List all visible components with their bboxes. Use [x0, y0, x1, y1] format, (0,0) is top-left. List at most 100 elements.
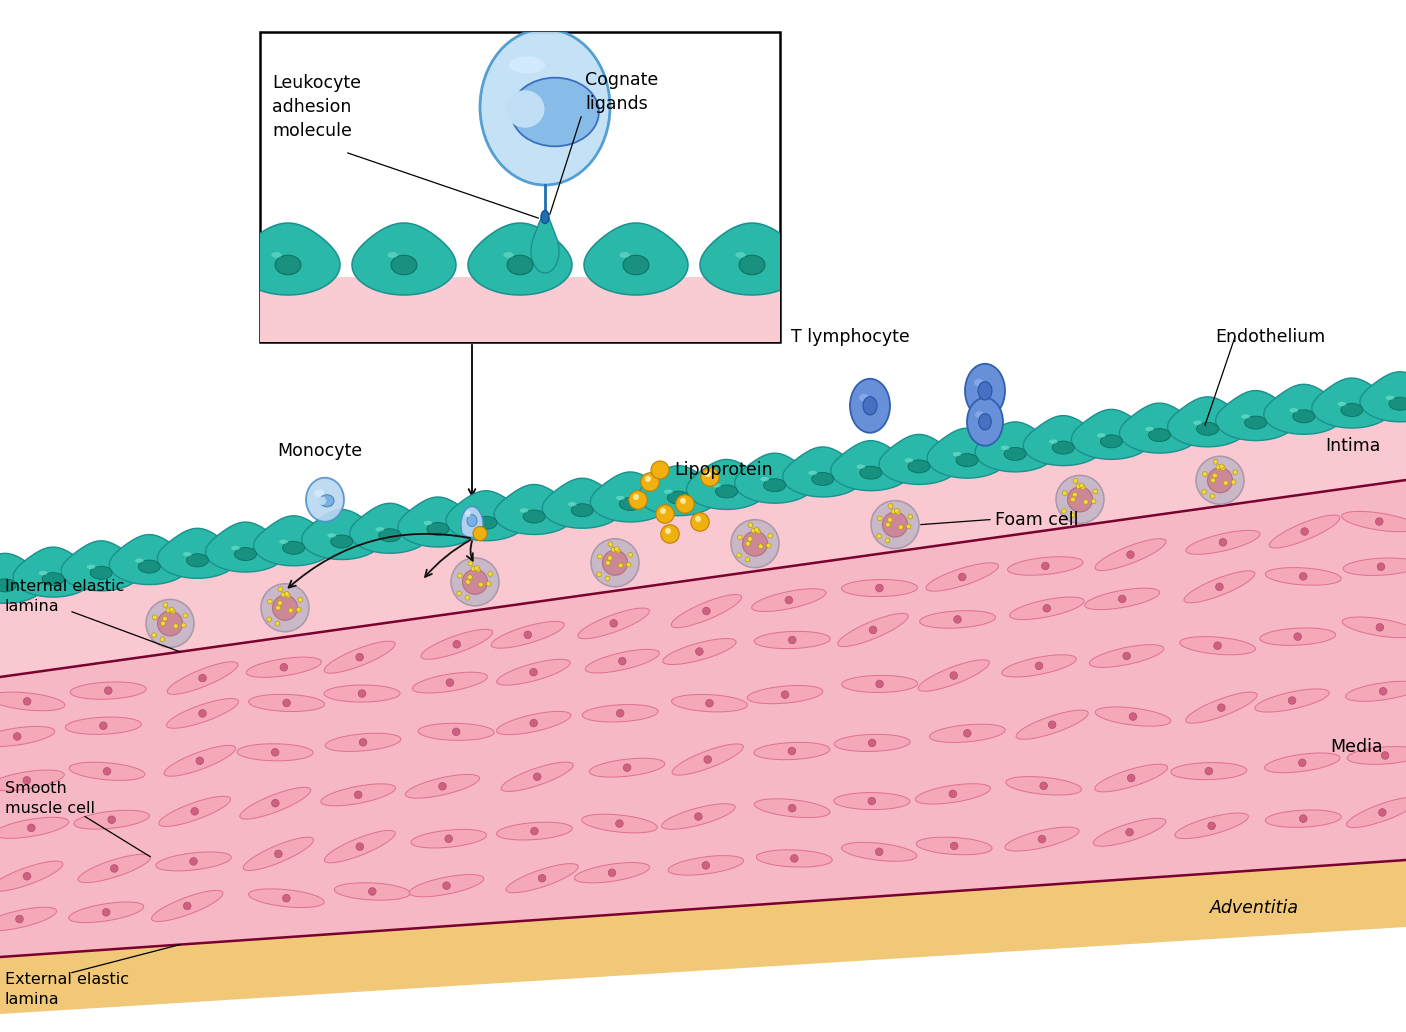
Circle shape	[1202, 472, 1208, 477]
Circle shape	[1299, 759, 1306, 767]
Polygon shape	[246, 657, 322, 677]
Ellipse shape	[283, 541, 305, 554]
Polygon shape	[156, 852, 231, 871]
Text: Monocyte: Monocyte	[277, 442, 363, 459]
Polygon shape	[75, 810, 149, 829]
Polygon shape	[0, 727, 55, 746]
Polygon shape	[686, 459, 766, 510]
Polygon shape	[1095, 539, 1166, 571]
Polygon shape	[1001, 654, 1077, 677]
Polygon shape	[1260, 627, 1336, 645]
Ellipse shape	[1385, 395, 1395, 400]
Circle shape	[356, 843, 364, 850]
FancyArrowPatch shape	[467, 541, 472, 560]
Polygon shape	[1270, 515, 1340, 548]
Polygon shape	[1090, 645, 1164, 668]
Circle shape	[198, 710, 207, 717]
Ellipse shape	[280, 540, 288, 544]
Circle shape	[1073, 479, 1078, 483]
Circle shape	[896, 510, 900, 515]
Circle shape	[616, 548, 620, 553]
Circle shape	[191, 807, 198, 815]
Circle shape	[471, 567, 475, 571]
Ellipse shape	[135, 558, 143, 562]
Circle shape	[610, 619, 617, 627]
Circle shape	[146, 600, 194, 647]
Circle shape	[1080, 485, 1085, 489]
Polygon shape	[752, 588, 827, 612]
Ellipse shape	[965, 364, 1005, 418]
Polygon shape	[1341, 512, 1406, 531]
Polygon shape	[77, 854, 150, 882]
Polygon shape	[1095, 765, 1167, 792]
Ellipse shape	[953, 452, 962, 456]
Circle shape	[651, 461, 669, 479]
Circle shape	[468, 575, 472, 580]
Polygon shape	[1175, 813, 1249, 839]
Ellipse shape	[391, 255, 418, 275]
Circle shape	[181, 623, 186, 627]
Circle shape	[1040, 782, 1047, 789]
Polygon shape	[496, 659, 571, 685]
Ellipse shape	[138, 560, 160, 573]
Ellipse shape	[42, 573, 65, 585]
Circle shape	[274, 850, 283, 858]
Polygon shape	[496, 711, 571, 735]
Circle shape	[700, 467, 720, 486]
Circle shape	[696, 648, 703, 655]
Polygon shape	[1017, 710, 1088, 739]
Circle shape	[457, 573, 463, 578]
Circle shape	[472, 526, 486, 541]
Circle shape	[898, 525, 903, 529]
Circle shape	[768, 534, 773, 538]
Ellipse shape	[976, 411, 984, 418]
Circle shape	[285, 593, 290, 598]
Ellipse shape	[307, 478, 344, 522]
Circle shape	[457, 591, 461, 595]
Circle shape	[163, 603, 167, 607]
Circle shape	[183, 613, 187, 618]
Polygon shape	[167, 662, 238, 695]
Circle shape	[280, 664, 288, 671]
Circle shape	[690, 513, 709, 531]
Circle shape	[163, 616, 167, 621]
Circle shape	[1208, 823, 1215, 830]
Circle shape	[276, 621, 280, 626]
Circle shape	[758, 544, 763, 549]
Circle shape	[356, 653, 363, 660]
Polygon shape	[662, 804, 735, 830]
Circle shape	[474, 566, 479, 571]
Circle shape	[868, 798, 876, 805]
Circle shape	[908, 514, 912, 519]
Ellipse shape	[860, 466, 882, 479]
Circle shape	[166, 608, 172, 613]
Polygon shape	[841, 580, 918, 596]
Circle shape	[1223, 481, 1229, 485]
Circle shape	[446, 679, 454, 686]
Ellipse shape	[503, 252, 513, 258]
Circle shape	[886, 522, 890, 527]
Circle shape	[1208, 467, 1233, 492]
Ellipse shape	[908, 460, 929, 473]
Polygon shape	[834, 735, 910, 751]
Circle shape	[444, 835, 453, 842]
Polygon shape	[1347, 746, 1406, 765]
Polygon shape	[0, 692, 65, 711]
Circle shape	[1035, 663, 1043, 670]
Circle shape	[28, 824, 35, 832]
Ellipse shape	[427, 522, 449, 536]
Polygon shape	[66, 717, 142, 735]
Polygon shape	[302, 510, 381, 559]
Polygon shape	[755, 632, 830, 648]
Circle shape	[108, 816, 115, 824]
Polygon shape	[321, 784, 395, 806]
Circle shape	[1233, 470, 1237, 475]
Ellipse shape	[475, 516, 498, 529]
Polygon shape	[352, 223, 456, 295]
Circle shape	[530, 669, 537, 676]
Polygon shape	[917, 837, 993, 854]
Circle shape	[789, 804, 796, 812]
Circle shape	[1202, 489, 1206, 494]
Ellipse shape	[523, 510, 546, 523]
Ellipse shape	[1049, 440, 1057, 444]
